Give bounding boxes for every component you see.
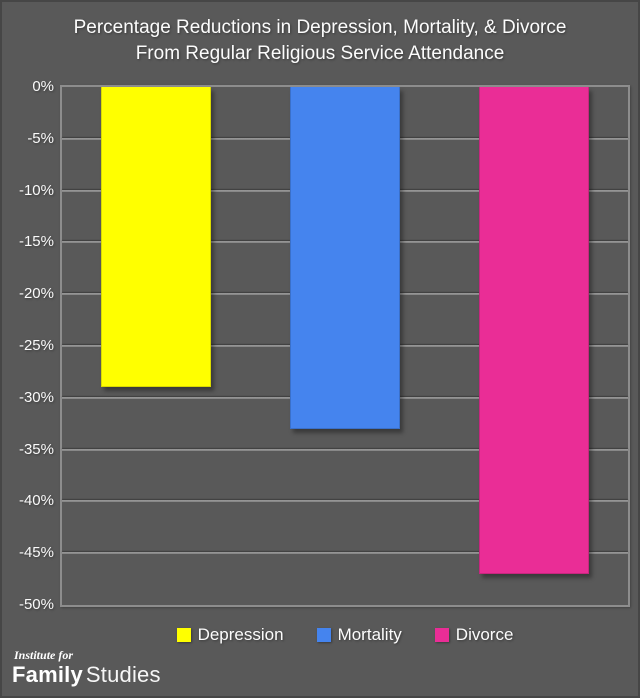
chart-title-line2: From Regular Religious Service Attendanc… [135,43,505,64]
plot-area [60,85,630,607]
legend-swatch-depression [176,628,191,642]
legend-item-depression: Depression [176,624,284,646]
ifs-logo-family-studies: Family Studies [12,662,161,688]
y-tick-label: 0% [32,78,54,95]
chart-title: Percentage Reductions in Depression, Mor… [2,15,638,67]
y-axis: 0% -5% -10% -15% -20% -25% -30% -35% -40% -45% -50… [2,2,54,696]
y-tick-label: -10% [18,181,54,199]
y-tick-label: -25% [18,337,54,354]
legend: Depression Mortality Divorce [62,624,628,646]
bar-depression [101,87,212,388]
gridline [62,448,628,451]
ifs-logo-studies: Studies [85,662,161,687]
y-tick-label: -5% [27,129,54,147]
legend-label: Depression [197,625,284,644]
bar-mortality [290,87,400,429]
legend-label: Divorce [455,625,514,644]
legend-label: Mortality [337,625,402,644]
chart-title-line1: Percentage Reductions in Depression, Mor… [73,17,567,38]
ifs-logo: Institute for Family Studies [12,648,161,688]
legend-item-divorce: Divorce [434,624,514,646]
gridline [62,552,628,555]
y-tick-label: -20% [18,285,54,303]
ifs-logo-institute-for: Institute for [14,648,74,662]
gridline [62,500,628,503]
y-tick-label: -30% [18,388,54,406]
y-tick-label: -50% [18,596,54,613]
y-tick-label: -15% [18,233,54,251]
y-tick-label: -35% [18,440,54,458]
legend-swatch-divorce [434,628,449,642]
bar-divorce [478,87,589,574]
legend-swatch-mortality [316,628,331,642]
y-tick-label: -45% [18,544,54,562]
legend-item-mortality: Mortality [316,624,402,646]
ifs-logo-family: Family [12,662,83,687]
y-tick-label: -40% [18,492,54,510]
